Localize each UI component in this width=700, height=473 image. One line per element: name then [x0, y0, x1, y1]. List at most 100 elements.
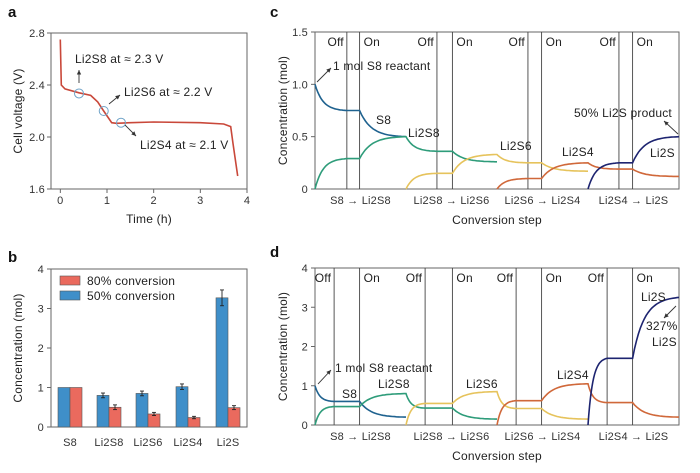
annotation-arrow-head [664, 121, 669, 126]
x-tick-label: Li2S [217, 437, 240, 449]
curve-label: S8 [342, 387, 357, 401]
y-tick-label: 0.5 [292, 132, 308, 144]
bar-50-2 [135, 393, 149, 428]
curve-li2s8 [314, 392, 497, 426]
y-tick-label: 1.5 [292, 27, 308, 39]
step-label: Li2S6 → Li2S4 [505, 195, 581, 207]
curve-li2s [587, 296, 680, 426]
step-label: Li2S4 → Li2S [599, 431, 669, 443]
x-axis-label: Conversion step [452, 213, 542, 227]
annotation-arrow-head [326, 68, 331, 73]
y-axis-label: Concentration (mol) [276, 56, 290, 165]
bar-50-4 [215, 297, 229, 428]
y-tick-label: 0 [302, 184, 308, 196]
plateau-marker [74, 88, 84, 99]
x-tick-label: Li2S6 [133, 437, 162, 449]
curve-li2s [587, 135, 680, 190]
curve-li2s6 [405, 153, 588, 190]
switch-label-on: On [456, 35, 472, 49]
annotation-li2s6: Li2S6 at ≈ 2.2 V [124, 85, 213, 99]
legend-label-50: 50% conversion [87, 289, 175, 303]
switch-label-on: On [364, 271, 380, 285]
curve-label: Li2S4 [562, 145, 594, 159]
annotation-arrow-head [115, 95, 120, 100]
bar-50-0 [57, 387, 71, 428]
annotation-li2s8: Li2S8 at ≈ 2.3 V [75, 52, 164, 66]
plot-frame-d [314, 267, 680, 426]
step-label: Li2S4 → Li2S [599, 195, 669, 207]
bar-80-4 [227, 407, 241, 428]
annotation-arrow-head [131, 131, 136, 136]
switch-label-on: On [364, 35, 380, 49]
switch-label-on: On [637, 271, 653, 285]
bar-50-3 [175, 386, 189, 428]
y-tick-label: 0 [38, 422, 44, 434]
y-tick-label: 1.6 [29, 184, 45, 196]
curve-label: Li2S8 [378, 377, 410, 391]
curve-label: Li2S4 [557, 368, 589, 382]
switch-label-off: Off [406, 271, 423, 285]
annotation-reactant: 1 mol S8 reactant [333, 59, 431, 73]
x-tick-label: 4 [244, 195, 250, 207]
switch-label-on: On [456, 271, 472, 285]
y-tick-label: 1.0 [292, 79, 308, 91]
y-tick-label: 2.4 [29, 80, 45, 92]
x-axis-label: Time (h) [126, 212, 172, 226]
plateau-marker [98, 106, 109, 116]
y-tick-label: 2 [302, 342, 308, 354]
legend-swatch-80 [59, 275, 81, 286]
panel-letter-c: c [270, 4, 279, 21]
bar-80-1 [108, 406, 122, 428]
bar-80-0 [69, 387, 83, 428]
panel-letter-b: b [8, 249, 17, 266]
legend-swatch-50 [59, 290, 81, 301]
y-tick-label: 2.0 [29, 132, 45, 144]
step-label: S8 → Li2S8 [330, 431, 391, 443]
curve-label: Li2S [650, 146, 675, 160]
y-axis-label: Concentration (mol) [11, 293, 25, 402]
y-tick-label: 2.8 [29, 28, 45, 40]
y-axis-label: Concentration (mol) [276, 292, 290, 401]
x-tick-label: 1 [104, 195, 110, 207]
y-tick-label: 0 [302, 420, 308, 432]
annotation-li2s4: Li2S4 at ≈ 2.1 V [140, 138, 229, 152]
step-label: Li2S8 → Li2S6 [414, 195, 490, 207]
switch-label-on: On [546, 271, 562, 285]
y-tick-label: 3 [302, 302, 308, 314]
step-label: Li2S6 → Li2S4 [505, 431, 581, 443]
curve-li2s6 [405, 390, 588, 426]
bar-50-1 [96, 395, 110, 428]
annotation-arrow-head [664, 313, 669, 318]
switch-label-off: Off [315, 271, 332, 285]
switch-label-off: Off [497, 271, 514, 285]
y-tick-label: 4 [302, 263, 308, 275]
legend-label-80: 80% conversion [87, 274, 175, 288]
y-tick-label: 1 [302, 381, 308, 393]
x-tick-label: S8 [63, 437, 77, 449]
x-tick-label: Li2S8 [94, 437, 123, 449]
x-tick-label: Li2S4 [173, 437, 202, 449]
x-tick-label: 2 [151, 195, 157, 207]
annotation-product: 50% Li2S product [574, 106, 672, 120]
curve-li2s8 [314, 135, 497, 190]
y-tick-label: 3 [38, 304, 44, 316]
plateau-marker [116, 117, 126, 128]
x-axis-label: Conversion step [452, 449, 542, 463]
curve-label: Li2S6 [466, 377, 498, 391]
voltage-curve [59, 39, 239, 177]
switch-label-off: Off [588, 271, 605, 285]
curve-label: S8 [376, 113, 391, 127]
plot-frame-a [50, 32, 248, 190]
switch-label-on: On [637, 35, 653, 49]
curve-li2s4 [496, 382, 679, 426]
annotation-reactant: 1 mol S8 reactant [335, 361, 433, 375]
step-label: Li2S8 → Li2S6 [414, 431, 490, 443]
y-tick-label: 4 [38, 264, 44, 276]
switch-label-on: On [546, 35, 562, 49]
step-label: S8 → Li2S8 [330, 195, 391, 207]
curve-label: Li2S6 [500, 139, 532, 153]
annotation-yield: 327% [646, 319, 678, 333]
y-tick-label: 1 [38, 383, 44, 395]
curve-s8 [314, 385, 406, 418]
